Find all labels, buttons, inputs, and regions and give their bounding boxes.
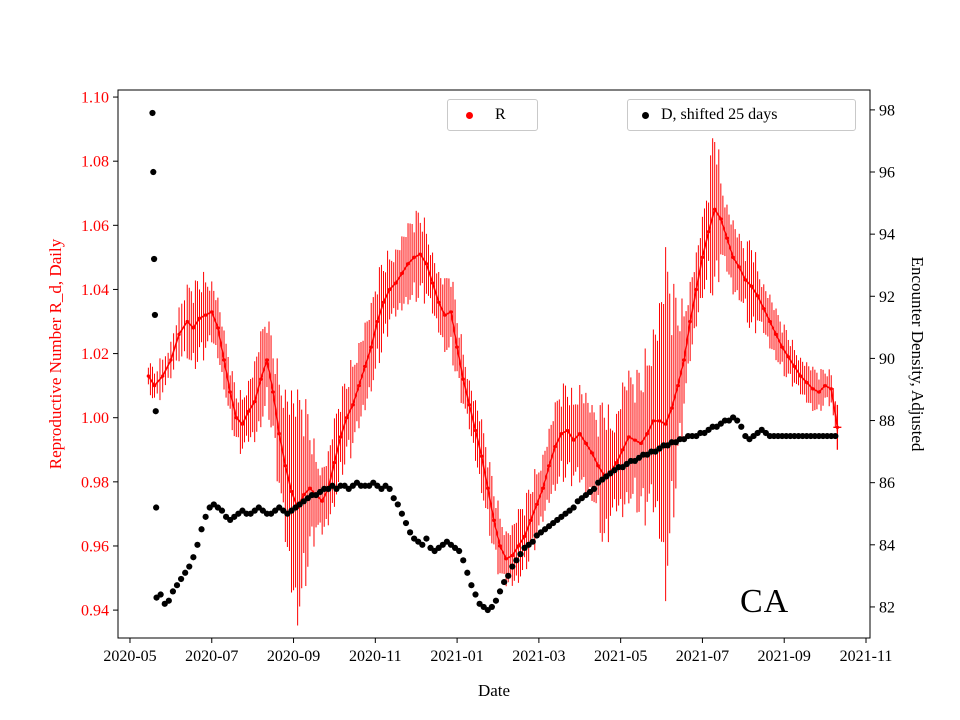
left-y-tick-label: 1.00 bbox=[81, 410, 109, 427]
x-tick-label: 2021-07 bbox=[676, 648, 729, 665]
left-y-tick-label: 1.04 bbox=[81, 282, 109, 299]
legend-r: R bbox=[447, 99, 538, 131]
left-y-tick-label: 0.94 bbox=[81, 603, 109, 620]
right-y-tick-label: 84 bbox=[879, 537, 895, 554]
state-annotation: CA bbox=[740, 583, 790, 620]
right-y-tick-label: 82 bbox=[879, 599, 895, 616]
right-y-tick-label: 98 bbox=[879, 102, 895, 119]
x-tick-label: 2020-07 bbox=[185, 648, 238, 665]
d-series-marker-icon bbox=[642, 111, 649, 119]
x-tick-label: 2020-09 bbox=[267, 648, 320, 665]
left-y-tick-label: 0.98 bbox=[81, 474, 109, 491]
x-tick-label: 2021-03 bbox=[512, 648, 565, 665]
left-y-tick-label: 1.02 bbox=[81, 346, 109, 363]
d-series bbox=[149, 109, 839, 614]
x-tick-label: 2021-05 bbox=[594, 648, 647, 665]
r-series-marker-icon bbox=[466, 111, 473, 119]
left-y-tick-label: 1.08 bbox=[81, 154, 109, 171]
right-y-axis-label: Encounter Density, Adjusted bbox=[908, 256, 927, 452]
right-y-axis-ticks: 82 84 86 88 90 92 94 96 98 bbox=[870, 102, 895, 616]
right-y-tick-label: 88 bbox=[879, 413, 895, 430]
x-tick-label: 2021-01 bbox=[430, 648, 483, 665]
x-axis-ticks: 2020-05 2020-07 2020-09 2020-11 2021-01 2021-… bbox=[103, 638, 892, 665]
right-y-tick-label: 92 bbox=[879, 289, 895, 306]
x-axis-label: Date bbox=[477, 681, 511, 700]
left-y-tick-label: 1.06 bbox=[81, 218, 109, 235]
right-y-tick-label: 90 bbox=[879, 351, 895, 368]
legend-r-label: R bbox=[495, 106, 506, 123]
legend-d-label: D, shifted 25 days bbox=[661, 106, 778, 123]
left-y-axis-ticks: 0.94 0.96 0.98 1.00 1.02 1.04 1.06 1.08 1.10 bbox=[81, 90, 118, 620]
left-y-axis-label: Reproductive Number R_d, Daily bbox=[46, 238, 65, 470]
legend-d: D, shifted 25 days bbox=[627, 99, 856, 131]
x-tick-label: 2021-11 bbox=[840, 648, 893, 665]
right-y-tick-label: 96 bbox=[879, 165, 895, 182]
x-tick-label: 2021-09 bbox=[758, 648, 811, 665]
x-tick-label: 2020-11 bbox=[349, 648, 402, 665]
r-last-point-plus-marker bbox=[833, 423, 842, 432]
r-series bbox=[146, 138, 842, 626]
right-y-tick-label: 94 bbox=[879, 227, 895, 244]
right-y-tick-label: 86 bbox=[879, 475, 895, 492]
x-tick-label: 2020-05 bbox=[103, 648, 156, 665]
left-y-tick-label: 1.10 bbox=[81, 90, 109, 107]
left-y-tick-label: 0.96 bbox=[81, 538, 109, 555]
plot-border bbox=[117, 89, 871, 639]
